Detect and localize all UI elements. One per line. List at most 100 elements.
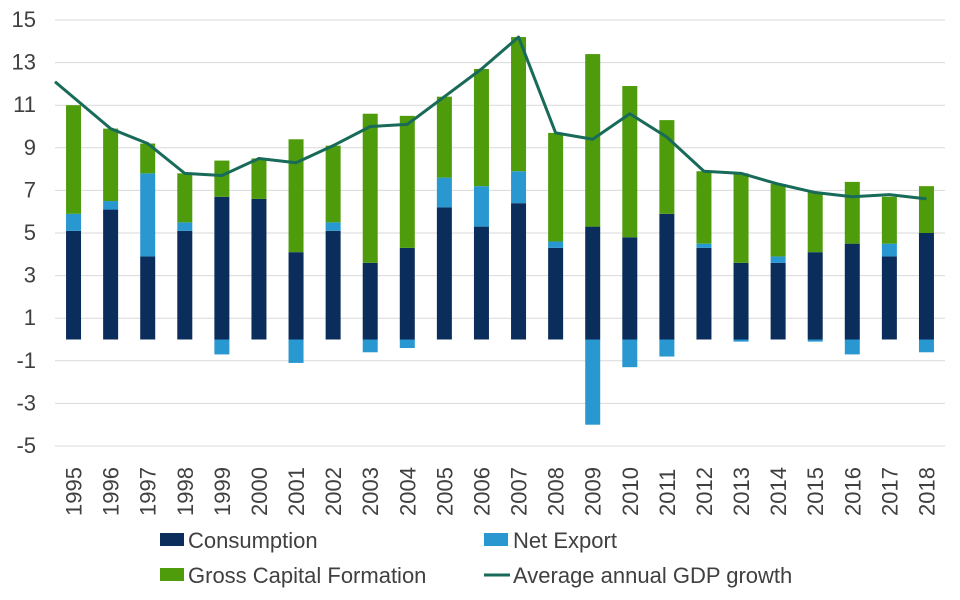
bar-gross-capital-formation-2012 — [696, 171, 712, 244]
x-tick-label-2013: 2013 — [729, 467, 754, 516]
y-tick-label: 3 — [24, 263, 36, 288]
bar-net-export-2018 — [918, 339, 934, 353]
y-tick-label: 5 — [24, 220, 36, 245]
bar-net-export-2013 — [733, 339, 749, 342]
legend-swatch-consumption — [160, 533, 184, 546]
bar-consumption-2011 — [659, 213, 675, 340]
bars — [66, 37, 934, 425]
y-tick-label: -5 — [16, 433, 36, 458]
bar-gross-capital-formation-2015 — [807, 192, 823, 253]
x-tick-label-2009: 2009 — [581, 467, 606, 516]
legend-label-consumption: Consumption — [188, 528, 318, 553]
x-tick-label-2015: 2015 — [803, 467, 828, 516]
bar-net-export-1999 — [214, 339, 230, 355]
bar-net-export-2015 — [807, 339, 823, 342]
bar-consumption-2018 — [918, 233, 934, 340]
bar-net-export-2005 — [436, 177, 452, 208]
bar-gross-capital-formation-2008 — [548, 132, 564, 242]
legend: Consumption Net Export Gross Capital For… — [160, 528, 792, 588]
bar-consumption-1997 — [140, 256, 156, 340]
legend-swatch-net-export — [484, 533, 508, 546]
bar-gross-capital-formation-1998 — [177, 173, 193, 223]
bar-consumption-2004 — [399, 247, 415, 340]
bar-consumption-2013 — [733, 262, 749, 340]
bar-net-export-2004 — [399, 339, 415, 349]
x-tick-label-2012: 2012 — [692, 467, 717, 516]
bar-gross-capital-formation-2002 — [325, 145, 341, 223]
x-tick-label-2016: 2016 — [840, 467, 865, 516]
bar-consumption-2009 — [585, 226, 601, 340]
bar-net-export-2010 — [622, 339, 638, 368]
bar-gross-capital-formation-2018 — [918, 186, 934, 233]
y-tick-label: -1 — [16, 348, 36, 373]
bar-net-export-1995 — [66, 213, 82, 231]
bar-net-export-2001 — [288, 339, 304, 363]
x-tick-label-2018: 2018 — [914, 467, 939, 516]
x-tick-label-1996: 1996 — [99, 467, 124, 516]
y-tick-label: 9 — [24, 135, 36, 160]
bar-gross-capital-formation-1999 — [214, 160, 230, 197]
bar-net-export-2007 — [511, 171, 527, 204]
bar-gross-capital-formation-2004 — [399, 115, 415, 248]
x-tick-label-1997: 1997 — [136, 467, 161, 516]
y-axis-tick-labels: 15 13 11 9 7 5 3 1 -1 -3 -5 — [12, 7, 36, 458]
bar-consumption-2007 — [511, 203, 527, 340]
bar-net-export-2011 — [659, 339, 675, 357]
bar-net-export-1997 — [140, 173, 156, 257]
bar-consumption-2012 — [696, 247, 712, 340]
x-axis-tick-labels: 1995 1996 1997 1998 1999 2000 2001 2002 2003 2004… — [62, 467, 940, 516]
bar-net-export-2017 — [881, 243, 897, 257]
bar-consumption-2001 — [288, 252, 304, 340]
gdp-growth-line-layer — [54, 35, 927, 201]
bar-consumption-2006 — [473, 226, 489, 340]
bar-net-export-2016 — [844, 339, 860, 355]
bar-consumption-2014 — [770, 262, 786, 340]
y-tick-label: 13 — [12, 50, 36, 75]
bar-net-export-2012 — [696, 243, 712, 248]
x-tick-label-2006: 2006 — [469, 467, 494, 516]
legend-label-net-export: Net Export — [513, 528, 617, 553]
x-tick-label-2007: 2007 — [507, 467, 532, 516]
x-tick-label-2000: 2000 — [247, 467, 272, 516]
bar-consumption-2003 — [362, 262, 378, 340]
bar-gross-capital-formation-2006 — [473, 68, 489, 187]
bar-gross-capital-formation-1997 — [140, 143, 156, 174]
x-tick-label-2002: 2002 — [321, 467, 346, 516]
bar-gross-capital-formation-2016 — [844, 181, 860, 244]
bar-consumption-2017 — [881, 256, 897, 340]
y-tick-label: 1 — [24, 305, 36, 330]
x-tick-label-2005: 2005 — [432, 467, 457, 516]
bar-gross-capital-formation-2005 — [436, 96, 452, 178]
legend-swatch-gross-capital-formation — [160, 568, 184, 581]
bar-net-export-2014 — [770, 256, 786, 263]
bar-consumption-1996 — [103, 209, 119, 340]
x-tick-label-1998: 1998 — [173, 467, 198, 516]
x-tick-label-2017: 2017 — [877, 467, 902, 516]
y-tick-label: 7 — [24, 177, 36, 202]
bar-consumption-2010 — [622, 237, 638, 340]
bar-consumption-2015 — [807, 252, 823, 340]
bar-net-export-2008 — [548, 241, 564, 248]
x-tick-label-2008: 2008 — [544, 467, 569, 516]
bar-net-export-2002 — [325, 222, 341, 231]
bar-consumption-2008 — [548, 247, 564, 340]
y-tick-label: -3 — [16, 390, 36, 415]
y-tick-label: 15 — [12, 7, 36, 32]
bar-consumption-2005 — [436, 207, 452, 340]
bar-consumption-1998 — [177, 230, 193, 340]
bar-gross-capital-formation-2000 — [251, 158, 267, 199]
bar-consumption-1999 — [214, 196, 230, 340]
x-tick-label-2011: 2011 — [655, 469, 680, 516]
bar-gross-capital-formation-2010 — [622, 86, 638, 238]
gridlines — [55, 19, 945, 447]
bar-gross-capital-formation-1995 — [66, 105, 82, 214]
bar-gross-capital-formation-2011 — [659, 120, 675, 214]
bar-consumption-1995 — [66, 230, 82, 340]
x-tick-label-2004: 2004 — [395, 467, 420, 516]
gdp-growth-line — [54, 35, 927, 201]
bar-gross-capital-formation-2003 — [362, 113, 378, 263]
x-tick-label-2010: 2010 — [618, 467, 643, 516]
bar-net-export-2009 — [585, 339, 601, 425]
legend-label-gross-capital-formation: Gross Capital Formation — [188, 563, 426, 588]
